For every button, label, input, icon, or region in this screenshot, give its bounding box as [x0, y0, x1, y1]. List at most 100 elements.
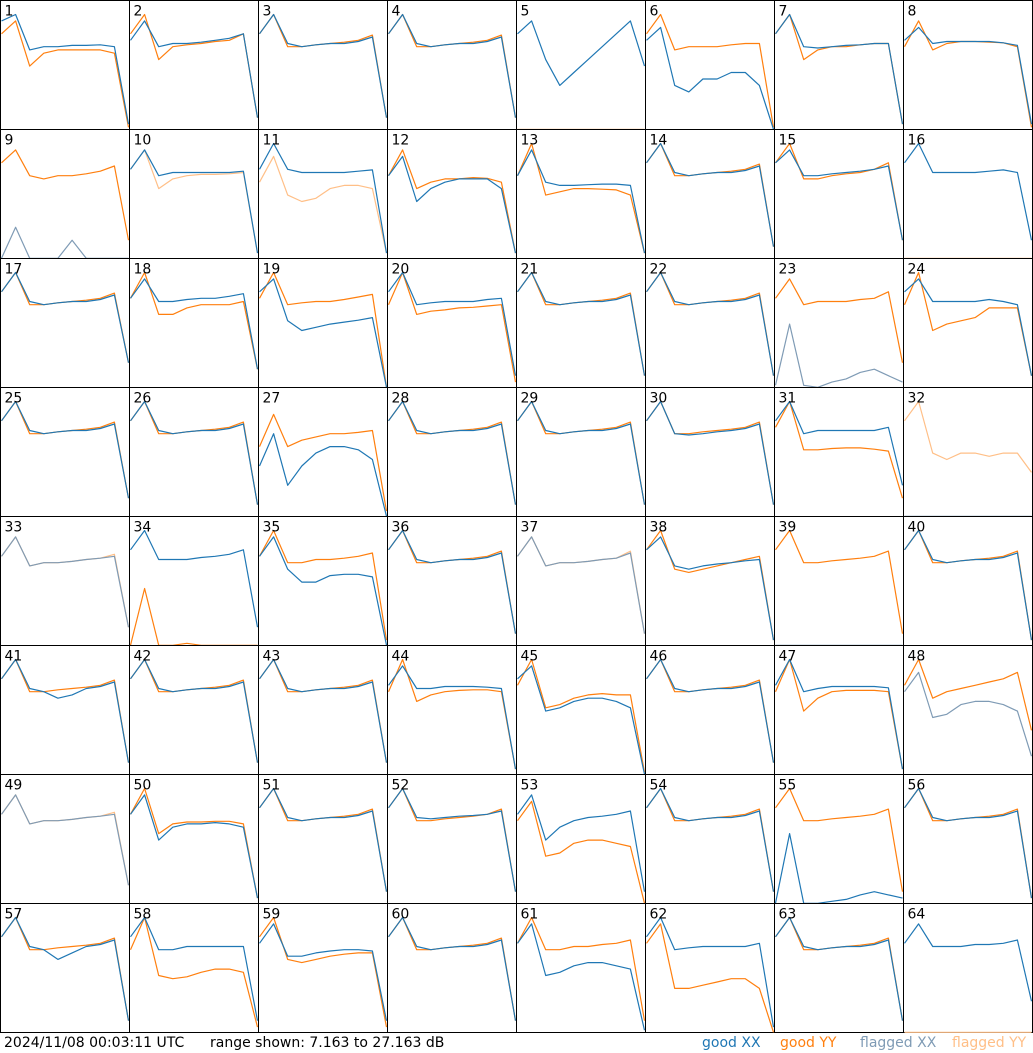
xx-trace — [388, 665, 517, 770]
xx-trace — [904, 923, 1033, 1002]
panel-frame — [774, 0, 904, 130]
panel-frame — [129, 387, 259, 517]
panel-label: 8 — [908, 4, 917, 20]
panel: 26 — [129, 387, 259, 517]
panel: 54 — [645, 774, 775, 904]
yy-trace — [774, 400, 904, 499]
yy-trace — [646, 923, 775, 1033]
yy-trace — [903, 658, 1033, 731]
xx-trace — [259, 13, 388, 118]
xx-trace — [1, 536, 130, 628]
panel: 18 — [129, 258, 259, 388]
xx-trace — [1, 13, 130, 125]
panel-frame — [387, 516, 517, 646]
panel-label: 15 — [779, 133, 797, 149]
panel-label: 28 — [392, 391, 410, 407]
xx-trace — [130, 658, 259, 763]
xx-trace — [517, 271, 646, 376]
xx-trace — [517, 20, 646, 86]
yy-trace — [258, 271, 388, 388]
panel-frame — [258, 387, 388, 517]
panel-label: 11 — [263, 133, 281, 149]
panel: 4 — [387, 0, 517, 130]
panel-frame — [903, 903, 1033, 1033]
xx-trace — [904, 529, 1033, 641]
panel-frame — [387, 0, 517, 130]
panel-label: 53 — [521, 778, 539, 794]
panel-frame — [0, 387, 130, 517]
panel-frame — [774, 387, 904, 517]
panel-label: 7 — [779, 4, 788, 20]
panel-label: 45 — [521, 649, 539, 665]
yy-trace — [775, 278, 904, 363]
panel: 57 — [0, 903, 130, 1033]
panel-label: 52 — [392, 778, 410, 794]
panel: 61 — [516, 903, 646, 1033]
panel: 38 — [645, 516, 775, 646]
xx-trace — [517, 536, 646, 634]
panel: 21 — [516, 258, 646, 388]
panel-frame — [516, 645, 646, 775]
xx-trace — [130, 794, 259, 899]
yy-trace — [130, 149, 259, 254]
panel: 13 — [516, 129, 646, 259]
yy-trace — [1, 149, 130, 241]
panel-frame — [0, 516, 130, 646]
panel-label: 61 — [521, 907, 539, 923]
panel-frame — [774, 129, 904, 259]
panel-label: 57 — [5, 907, 23, 923]
xx-trace — [130, 149, 259, 254]
xx-trace — [646, 142, 775, 247]
panel-label: 63 — [779, 907, 797, 923]
panel-label: 64 — [908, 907, 926, 923]
yy-trace — [903, 271, 1033, 376]
panel-frame — [645, 129, 775, 259]
panel-label: 29 — [521, 391, 539, 407]
panel: 60 — [387, 903, 517, 1033]
yy-trace — [258, 529, 388, 641]
xx-trace — [259, 923, 388, 1021]
xx-trace — [517, 400, 646, 505]
xx-trace — [1, 916, 130, 1021]
panel: 63 — [774, 903, 904, 1033]
panel-frame — [516, 0, 646, 130]
yy-trace — [259, 916, 388, 1028]
panel-label: 27 — [263, 391, 281, 407]
panel-label: 30 — [650, 391, 668, 407]
xx-trace — [775, 13, 904, 125]
panel-label: 13 — [521, 133, 539, 149]
panel-label: 9 — [5, 133, 14, 149]
panel-frame — [129, 516, 259, 646]
xx-trace — [517, 794, 646, 892]
xx-trace — [130, 278, 259, 370]
panel: 39 — [774, 516, 904, 646]
panel: 17 — [0, 258, 130, 388]
panel: 62 — [645, 903, 775, 1033]
panel-label: 44 — [392, 649, 410, 665]
panel-label: 23 — [779, 262, 797, 278]
panel-label: 18 — [134, 262, 152, 278]
panel-frame — [516, 258, 646, 388]
panel-label: 25 — [5, 391, 23, 407]
panel: 25 — [0, 387, 130, 517]
panel-label: 39 — [779, 520, 797, 536]
panel-frame — [258, 258, 388, 388]
panel-label: 12 — [392, 133, 410, 149]
panel: 53 — [516, 774, 646, 904]
panel-label: 58 — [134, 907, 152, 923]
xx-trace — [388, 271, 517, 376]
panel-frame — [645, 0, 775, 130]
panel-label: 37 — [521, 520, 539, 536]
panel-frame — [0, 129, 130, 259]
panel: 31 — [774, 387, 904, 517]
panel-label: 31 — [779, 391, 797, 407]
panel: 23 — [774, 258, 904, 388]
xx-trace — [517, 665, 646, 775]
panel-frame — [258, 516, 388, 646]
xx-trace — [646, 658, 775, 763]
yy-trace — [129, 916, 259, 1028]
yy-trace — [387, 149, 517, 254]
yy-trace — [388, 787, 517, 892]
yy-trace — [516, 142, 646, 254]
xx-trace — [130, 20, 259, 118]
